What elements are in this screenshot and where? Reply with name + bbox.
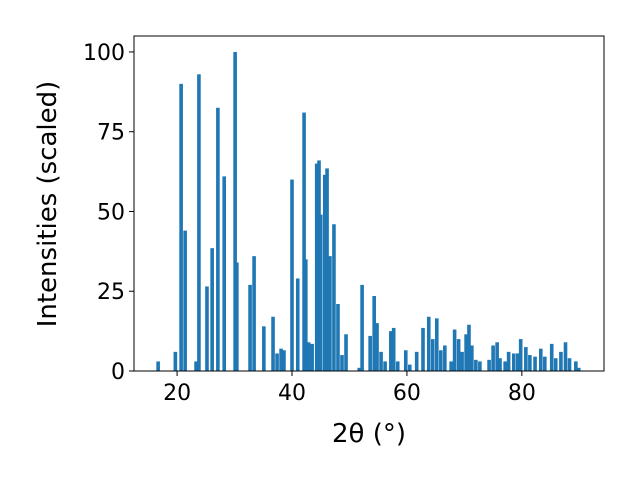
bar [332,224,336,371]
bar [183,230,187,371]
bar [179,83,183,371]
bar [340,355,344,371]
bar [194,361,198,371]
bar [360,284,364,371]
bar [197,74,201,372]
bar [279,348,283,371]
bar [467,324,471,371]
y-tick-label: 100 [83,41,125,66]
bar [328,256,332,371]
y-tick-label: 75 [97,121,125,146]
bar [449,361,453,371]
bar [474,359,478,371]
bar [302,112,306,372]
bar [516,353,520,371]
bar [235,262,239,371]
bar [414,351,419,371]
bar [443,345,447,371]
x-axis-label: 2θ (°) [332,419,406,449]
bar [498,358,502,371]
bar [314,163,319,371]
bar [439,350,443,371]
bar [553,358,558,371]
bar [456,339,461,371]
bar [574,361,578,371]
bar [407,364,412,371]
bar [470,345,474,371]
bar [248,284,252,371]
bar [233,51,237,371]
bar [491,345,495,371]
bar [538,348,543,371]
bar [549,343,554,371]
bar [303,259,308,371]
bar [503,361,507,371]
bar [156,361,160,371]
bar [344,334,348,371]
bar [295,278,300,371]
y-tick-label: 0 [111,360,125,385]
bar [464,334,468,371]
bar [290,179,294,371]
bar [533,356,537,371]
bar [210,248,214,371]
bar [478,361,482,371]
bar [306,342,311,371]
bar [375,323,379,371]
bar [506,351,511,371]
bar [310,343,314,371]
bar [216,107,220,372]
bar [205,286,209,371]
y-tick-label: 50 [97,200,125,225]
bar [391,327,396,371]
x-tick-label: 40 [278,381,306,406]
plot-frame [133,35,605,372]
bar [452,329,457,371]
bar [282,350,286,371]
bar [511,353,516,371]
bar [262,326,266,371]
bar [318,214,323,371]
bar [524,347,528,371]
bar [576,367,581,371]
bar [357,367,362,371]
bar [383,361,387,371]
bar [173,351,178,371]
bar [403,350,408,371]
bar [487,359,491,371]
bar [322,174,327,371]
bar [430,339,435,371]
bar [426,316,431,371]
x-tick-label: 20 [163,381,191,406]
y-axis-label: Intensities (scaled) [33,81,63,328]
bar [252,256,256,371]
bar [222,176,227,371]
x-tick-label: 60 [393,381,421,406]
bar [395,361,400,371]
bar [372,296,376,371]
bar [421,327,425,371]
bar [567,358,572,371]
y-tick-label: 25 [97,280,125,305]
x-tick-label: 80 [508,381,536,406]
bar [460,351,464,371]
bar [528,355,532,371]
bar [518,339,523,371]
bar [495,342,499,371]
bar [368,335,372,371]
bar [389,331,393,371]
bar [271,316,275,371]
bar [336,304,340,371]
bar [379,351,383,371]
bar [434,318,439,371]
bar [543,356,547,371]
bar [563,342,568,371]
bar [559,351,563,371]
bar [325,168,329,371]
bar [275,353,279,371]
